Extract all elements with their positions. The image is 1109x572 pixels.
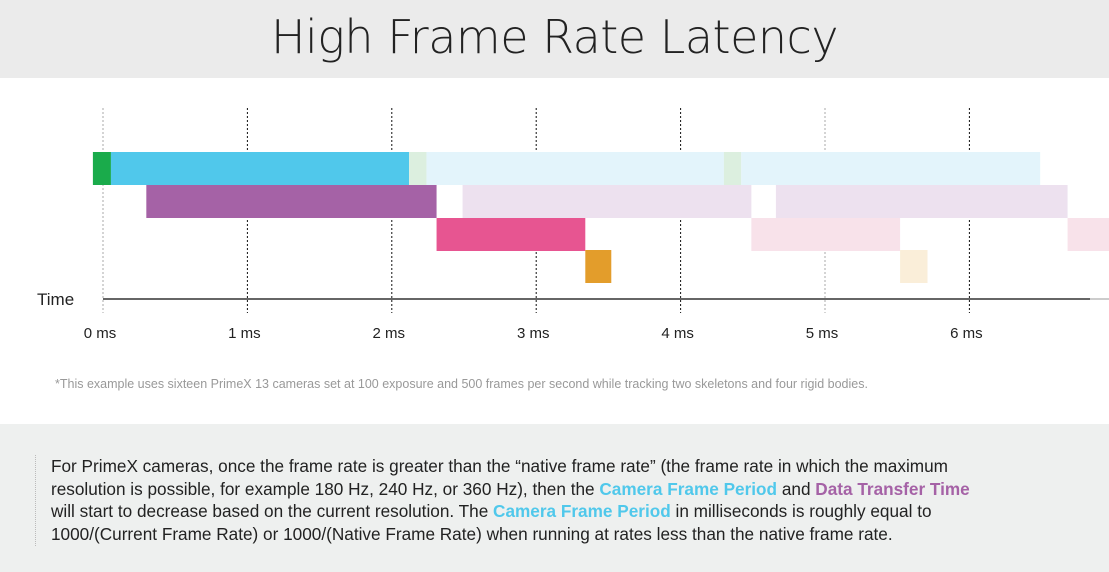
time-axis-label: Time — [37, 290, 74, 309]
tick-label: 3 ms — [517, 325, 550, 342]
info-text-segment: and — [777, 478, 816, 499]
title-band: High Frame Rate Latency — [0, 0, 1109, 78]
tick-label: 5 ms — [806, 325, 839, 342]
timeline-bar-row1-4 — [426, 152, 724, 185]
tick-label: 1 ms — [228, 325, 261, 342]
highlight-term: Camera Frame Period — [493, 501, 671, 522]
info-text-segment: 1000/(Current Frame Rate) or 1000/(Nativ… — [51, 524, 893, 545]
info-line: resolution is possible, for example 180 … — [51, 478, 1109, 501]
timeline-bar-row2-1 — [146, 185, 437, 218]
tick-label: 4 ms — [661, 325, 694, 342]
timeline-bar-row2-3 — [775, 185, 1068, 218]
page-title: High Frame Rate Latency — [270, 10, 839, 64]
info-panel — [0, 424, 1109, 572]
timeline-bar-row1-6 — [741, 152, 1041, 185]
timeline-bar-row3-2 — [751, 218, 901, 251]
info-line: will start to decrease based on the curr… — [51, 500, 1109, 523]
timeline-bar-row1-1 — [92, 152, 111, 185]
highlight-term: Data Transfer Time — [815, 478, 970, 499]
timeline-bar-row4-2 — [900, 250, 928, 283]
info-text-segment: will start to decrease based on the curr… — [51, 501, 494, 522]
tick-label: 0 ms — [84, 325, 117, 342]
timeline-bar-row3-1 — [436, 218, 586, 251]
timeline-bar-row3-3 — [1067, 218, 1109, 251]
tick-labels: 0 ms 1 ms 2 ms 3 ms 4 ms 5 ms 6 ms — [84, 325, 983, 342]
info-text-segment: resolution is possible, for example 180 … — [51, 478, 600, 499]
footnote: *This example uses sixteen PrimeX 13 cam… — [55, 377, 868, 391]
timeline-bar-row2-2 — [462, 185, 752, 218]
info-line: For PrimeX cameras, once the frame rate … — [51, 455, 1109, 478]
tick-label: 2 ms — [373, 325, 406, 342]
timeline-bar-row4-1 — [585, 250, 612, 283]
tick-label: 6 ms — [950, 325, 983, 342]
highlight-term: Camera Frame Period — [599, 478, 778, 499]
info-text-segment: in milliseconds is roughly equal to — [670, 501, 932, 522]
info-line: 1000/(Current Frame Rate) or 1000/(Nativ… — [51, 523, 1109, 546]
timeline-bar-row1-3 — [409, 152, 427, 185]
timeline-bars — [92, 152, 1109, 283]
info-text-segment: For PrimeX cameras, once the frame rate … — [51, 456, 948, 476]
latency-timeline: Time 0 ms 1 ms 2 ms 3 ms 4 ms 5 ms 6 ms — [37, 108, 1109, 342]
timeline-bar-row1-2 — [110, 152, 410, 185]
info-text: For PrimeX cameras, once the frame rate … — [35, 455, 1109, 546]
timeline-bar-row1-5 — [723, 152, 742, 185]
